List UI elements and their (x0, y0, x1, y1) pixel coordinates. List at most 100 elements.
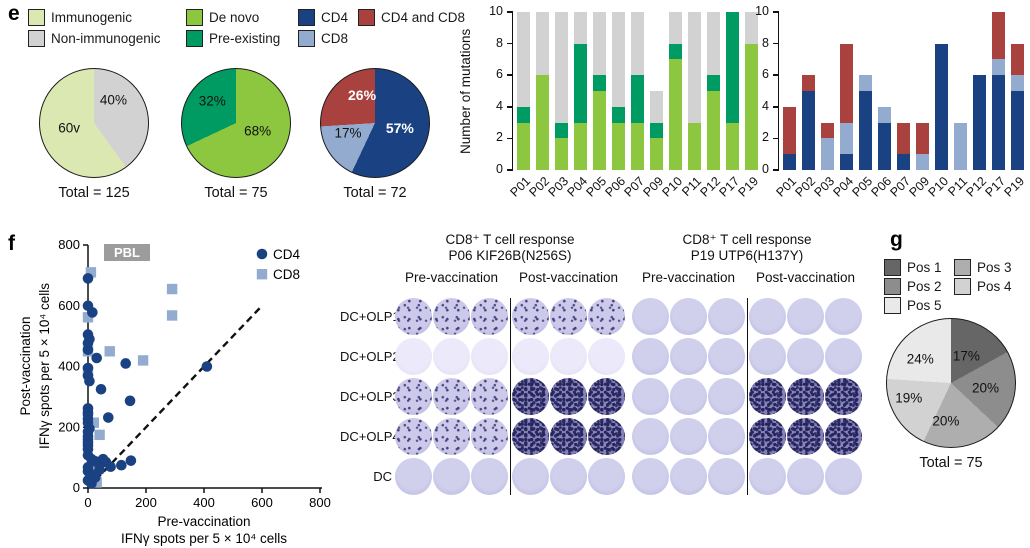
bar-P11: P11 (945, 122, 970, 199)
elispot-well (787, 418, 824, 455)
position-pie: 17% 20% 20% 19% 24% Total = 75 (886, 318, 1016, 471)
cd8-point (85, 267, 97, 278)
elispot-well (512, 378, 549, 415)
bar-segment-non-immunogenic (612, 12, 625, 107)
elispot-well (825, 378, 862, 415)
pie-slice-label: 20% (972, 380, 1000, 396)
elispot-well (825, 338, 862, 375)
bar-P02: P02 (527, 12, 552, 200)
bars-area: P01 P02 P03 P04 P05 P06 P07 P09 P10 P11 P12 P17 P19 (774, 12, 1027, 200)
legend-label: CD4 (321, 10, 349, 25)
cd4-point (82, 344, 94, 356)
bar-segment-cd4 (935, 43, 948, 170)
cd4-point (86, 478, 97, 489)
pos5-swatch (884, 297, 901, 314)
bar-segment-de-novo (593, 91, 606, 170)
elispot-well (471, 338, 508, 375)
legend-label: Immunogenic (51, 10, 133, 25)
bar-P12: P12 (698, 12, 723, 200)
legend-label: Pos 1 (907, 260, 942, 275)
y-tick-label: 400 (58, 359, 80, 374)
elispot-well (395, 378, 432, 415)
elispot-well (749, 458, 786, 495)
legend-tcell-2: CD4 and CD8 (358, 9, 465, 26)
elispot-well (395, 458, 432, 495)
panel-g-letter: g (890, 228, 903, 251)
panel-e-letter: e (8, 2, 20, 25)
bar-segment-non-immunogenic (669, 12, 682, 44)
immunogenic-swatch (28, 9, 45, 26)
cd4-swatch (298, 9, 315, 26)
bar-segment-cd4-and-cd8 (783, 106, 796, 155)
legend-label: De novo (209, 10, 260, 25)
elispot-well (825, 418, 862, 455)
elispot-well (588, 378, 625, 415)
elispot-well (632, 418, 669, 455)
cd4-point (95, 383, 107, 395)
bar-segment-de-novo (726, 122, 739, 170)
bar-P17: P17 (983, 12, 1008, 200)
legend-item-non-immunogenic: Non-immunogenic (28, 30, 161, 47)
cd8-swatch (298, 30, 315, 47)
pre-post-divider (746, 298, 748, 495)
y-tick-mark (773, 11, 779, 13)
elispot-well (749, 298, 786, 335)
bar-segment-non-immunogenic (650, 91, 663, 123)
legend-label: Pos 5 (907, 298, 942, 313)
x-tick-label: 600 (251, 495, 273, 510)
legend-label: Pre-existing (209, 31, 281, 46)
cd4-point (91, 352, 102, 364)
bar-segment-cd8 (916, 154, 929, 170)
cd4-point (116, 459, 127, 471)
y-tick-label: 4 (762, 98, 769, 113)
legend-origin: De novo Pre-existing (186, 9, 280, 47)
bar-P04: P04 (565, 12, 590, 200)
bar-segment-cd4 (802, 91, 815, 170)
y-tick-mark (773, 137, 779, 140)
bar-segment-pre-existing (612, 106, 625, 123)
elispot-well (632, 338, 669, 375)
bar-segment-pre-existing (574, 43, 587, 123)
pie-total: Total = 75 (919, 455, 983, 471)
group-title-line2: P19 UTP6(H137Y) (690, 248, 804, 263)
y-tick-mark (773, 74, 779, 76)
bar-segment-de-novo (707, 91, 720, 170)
y-tick-label: 8 (496, 35, 503, 50)
bar-segment-cd8 (840, 122, 853, 155)
elispot-well (512, 418, 549, 455)
elispot-well (787, 298, 824, 335)
elispot-well (471, 378, 508, 415)
legend-tcell-1: CD4 CD8 (298, 9, 348, 47)
x-tick-label: P19 (735, 174, 762, 200)
post-vaccination-header: Post-vaccination (518, 270, 619, 285)
pie-slice-label: 26% (348, 86, 377, 103)
bar-segment-non-immunogenic (574, 12, 587, 44)
legend-item-pos4: Pos 4 (954, 277, 1026, 296)
bar-segment-pre-existing (593, 75, 606, 91)
x-tick-label: 800 (309, 495, 331, 510)
elispot-well (512, 338, 549, 375)
y-tick-label: 10 (489, 4, 503, 18)
pre-post-divider (509, 298, 511, 495)
legend-label: CD4 and CD8 (381, 10, 466, 25)
elispot-well (395, 338, 432, 375)
y-axis-title-line1: Post-vaccination (18, 316, 33, 415)
legend-cd8-label: CD8 (273, 267, 300, 282)
bar-P12: P12 (964, 75, 989, 200)
bar-segment-pre-existing (707, 75, 720, 91)
elispot-well (632, 298, 669, 335)
non-immunogenic-swatch (28, 30, 45, 47)
pie-slice-label: 57% (385, 120, 414, 137)
y-tick-label: 8 (762, 35, 769, 50)
y-tick-label: 6 (762, 67, 769, 82)
bar-P19: P19 (1002, 43, 1027, 200)
y-tick-mark (507, 74, 513, 76)
group-title-line2: P06 KIF26B(N256S) (448, 248, 572, 263)
elispot-well (433, 458, 470, 495)
pbl-badge-label: PBL (114, 245, 140, 260)
bar-segment-pre-existing (631, 75, 644, 123)
y-tick-label: 0 (496, 162, 503, 176)
elispot-well (588, 298, 625, 335)
elispot-well (708, 418, 745, 455)
cd8-point (94, 429, 105, 441)
